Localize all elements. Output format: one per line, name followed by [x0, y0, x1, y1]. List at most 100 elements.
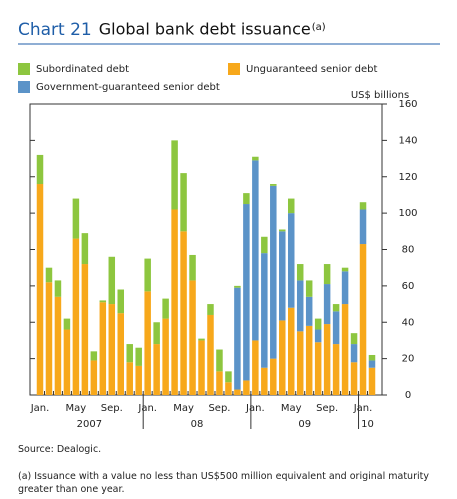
y-tick-label: 60 — [402, 281, 415, 292]
y-tick-label: 40 — [402, 317, 415, 328]
y-axis-label: US$ billions — [351, 90, 409, 101]
x-tick-label: Jan. — [137, 403, 157, 414]
bar-segment — [341, 271, 349, 305]
chart: Chart 21 Global bank debt issuance (a) U… — [18, 20, 440, 430]
bar-segment — [243, 193, 250, 205]
bar-segment — [90, 360, 98, 395]
bar-segment — [189, 254, 196, 281]
bar-segment — [162, 318, 169, 395]
bar-segment — [108, 256, 116, 305]
bar-segment — [126, 362, 133, 395]
source: Source: Dealogic. — [18, 444, 102, 455]
bar-segment — [234, 285, 241, 288]
bar-segment — [216, 371, 223, 395]
bar-segment — [252, 160, 259, 341]
bar-segment — [270, 185, 277, 359]
y-tick-label: 100 — [398, 208, 417, 219]
legend-swatch — [228, 63, 240, 75]
x-tick-label: May — [173, 403, 194, 414]
bar-segment — [108, 304, 116, 395]
bar-segment — [314, 329, 322, 343]
bar-segment — [72, 198, 80, 239]
bar-segment — [243, 204, 250, 381]
bar-segment — [368, 354, 376, 361]
bar-segment — [207, 304, 214, 315]
y-tick-label: 80 — [402, 245, 415, 256]
bar-segment — [189, 280, 196, 395]
bar-segment — [153, 344, 160, 395]
y-tick-label: 160 — [398, 99, 417, 110]
bar-segment — [63, 318, 71, 330]
bar-segment — [332, 344, 340, 395]
bar-segment — [323, 284, 331, 325]
bar-segment — [171, 140, 178, 210]
bar-segment — [171, 209, 178, 395]
bar-segment — [81, 233, 89, 265]
bar-segment — [225, 371, 232, 383]
bar-segment — [305, 296, 313, 326]
x-tick-label: Sep. — [208, 403, 230, 414]
bar-segment — [332, 311, 340, 345]
bar-segment — [36, 154, 44, 185]
bar-segment — [323, 324, 331, 395]
bar-segment — [162, 298, 169, 319]
year-label: 09 — [298, 419, 311, 430]
bar-segment — [359, 209, 367, 245]
bar-segment — [54, 296, 62, 395]
legend-label: Unguaranteed senior debt — [246, 64, 378, 75]
bar-segment — [341, 304, 349, 395]
bar-segment — [287, 307, 295, 395]
x-tick-label: Sep. — [316, 403, 338, 414]
year-label: 10 — [361, 419, 374, 430]
bar-segment — [296, 264, 304, 281]
chart-number: Chart 21 — [18, 20, 92, 40]
bar-segment — [270, 358, 277, 395]
bar-segment — [153, 322, 160, 345]
y-tick-label: 140 — [398, 135, 417, 146]
bar-segment — [296, 331, 304, 395]
bar-segment — [359, 244, 367, 395]
bar-segment — [234, 287, 241, 390]
y-tick-label: 120 — [398, 172, 417, 183]
chart-title: Global bank debt issuance — [99, 20, 311, 39]
year-label: 2007 — [77, 419, 102, 430]
bar-segment — [279, 320, 286, 395]
legend-swatch — [18, 81, 30, 93]
bar-segment — [207, 314, 214, 395]
bar-segment — [314, 342, 322, 395]
bar-segment — [287, 213, 295, 308]
bar-segment — [368, 367, 376, 395]
footnote: (a) Issuance with a value no less than U… — [18, 471, 429, 495]
bar-segment — [225, 382, 232, 395]
legend-label: Subordinated debt — [36, 64, 129, 75]
bar-segment — [36, 184, 44, 395]
x-tick-label: Jan. — [353, 403, 373, 414]
bar-segment — [117, 313, 125, 395]
bar-segment — [368, 360, 376, 368]
x-tick-label: Jan. — [30, 403, 50, 414]
bar-segment — [180, 231, 187, 395]
bar-segment — [252, 340, 259, 395]
bar-segment — [350, 362, 358, 395]
bar-segment — [287, 198, 295, 214]
bar-segment — [252, 156, 259, 161]
bar-segment — [72, 238, 80, 395]
legend-label: Government-guaranteed senior debt — [36, 82, 220, 93]
bar-segment — [234, 389, 241, 395]
year-label: 08 — [191, 419, 204, 430]
bar-segment — [350, 344, 358, 363]
x-tick-label: Sep. — [101, 403, 123, 414]
bar-segment — [135, 347, 142, 366]
bar-segment — [198, 338, 205, 341]
bar-segment — [216, 349, 223, 372]
bar-segment — [261, 253, 268, 368]
bar-segment — [261, 367, 268, 395]
bar-segment — [305, 280, 313, 297]
bar-segment — [45, 267, 53, 283]
y-tick-label: 0 — [405, 390, 411, 401]
bar-segment — [180, 173, 187, 232]
bar-segment — [81, 264, 89, 395]
bar-segment — [144, 258, 151, 292]
bar-segment — [243, 380, 250, 395]
